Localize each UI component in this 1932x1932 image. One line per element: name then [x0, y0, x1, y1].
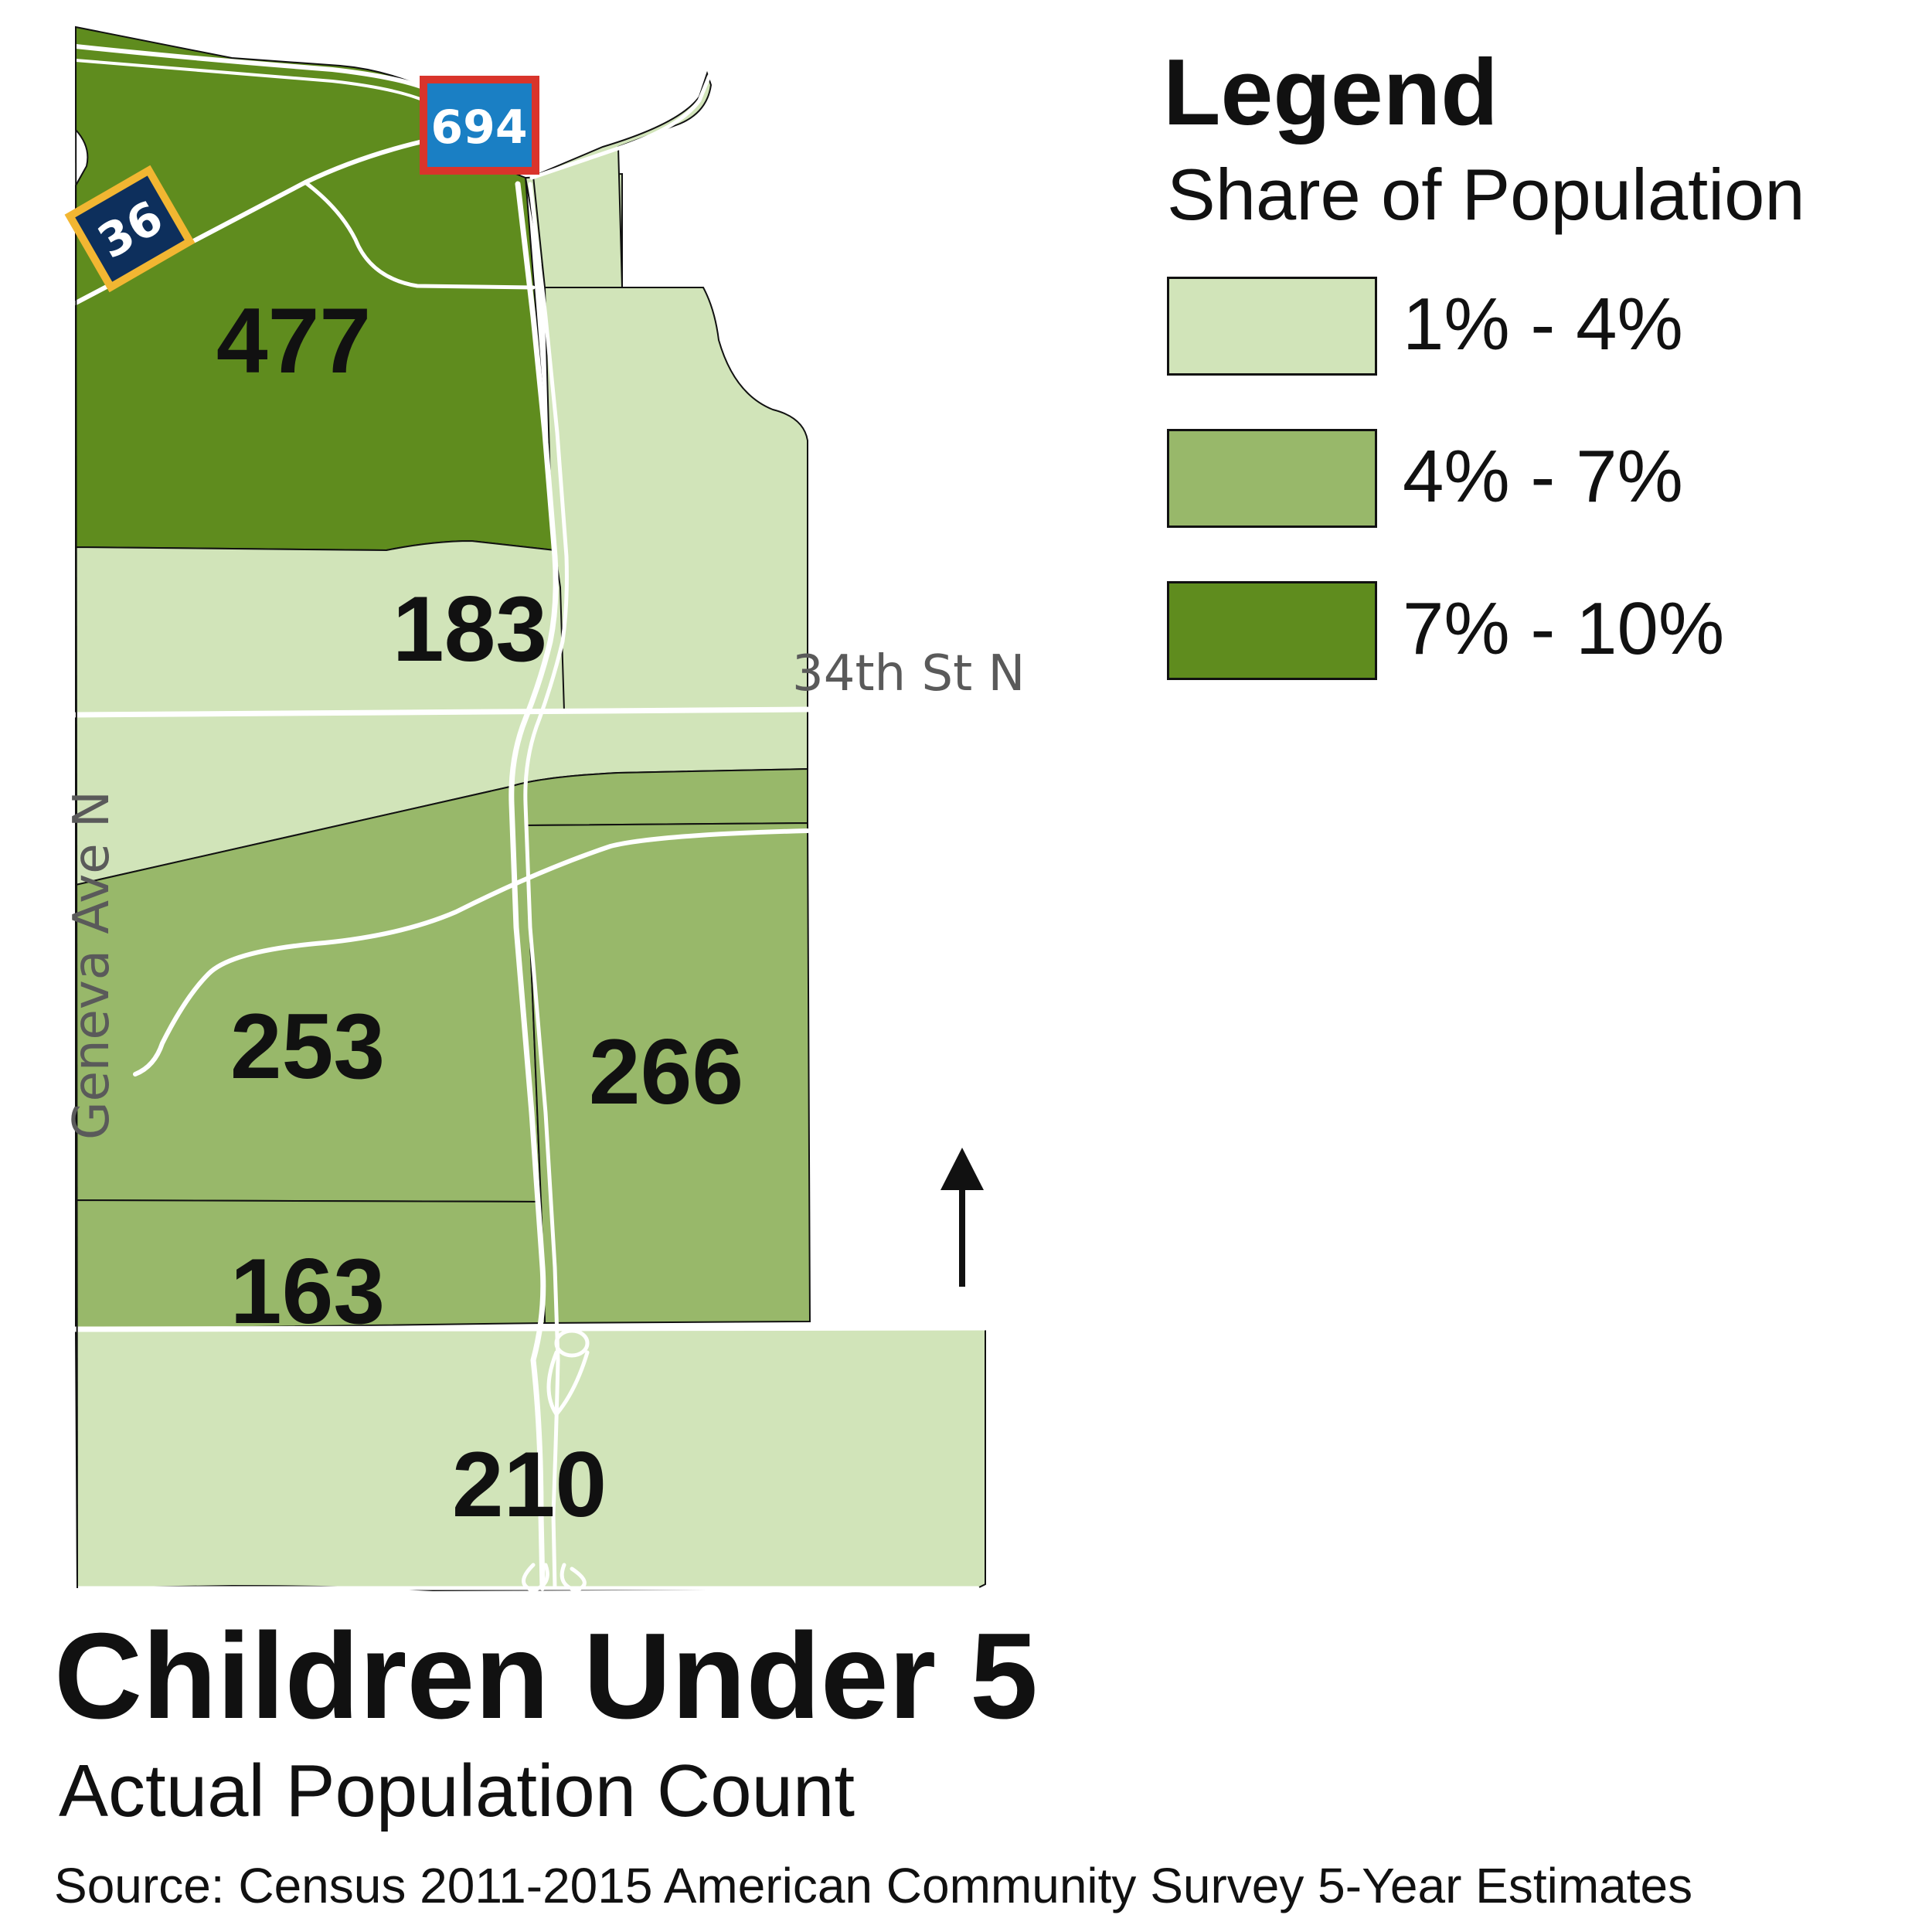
- map-subtitle: Actual Population Count: [59, 1750, 855, 1832]
- street-label-geneva-ave-n: Geneva Ave N: [63, 791, 121, 1140]
- tract-label-163: 163: [230, 1240, 385, 1343]
- tract-label-477: 477: [216, 289, 371, 393]
- interstate-694-road: [509, 181, 559, 1591]
- interstate-694-label: 694: [430, 100, 527, 155]
- map-title: Children Under 5: [54, 1608, 1038, 1744]
- tract-label-253: 253: [230, 995, 385, 1098]
- north-arrow-icon: [940, 1148, 984, 1287]
- legend-swatch-1-4: [1167, 277, 1377, 376]
- street-label-34th-st-n: 34th St N: [792, 645, 1025, 702]
- highway-36-shield: 36: [64, 165, 196, 293]
- legend-swatch-4-7: [1167, 429, 1377, 528]
- tract-266-area: [524, 821, 811, 1325]
- legend-label-4-7: 4% - 7%: [1403, 435, 1683, 518]
- tract-label-210: 210: [452, 1433, 607, 1536]
- source-note: Source: Census 2011-2015 American Commun…: [54, 1858, 1693, 1913]
- legend-title: Legend: [1163, 39, 1498, 145]
- tract-northeast-area: [524, 172, 808, 712]
- legend-item: 1% - 4%: [1167, 277, 1909, 377]
- tract-label-183: 183: [393, 577, 547, 681]
- southern-road: [73, 1325, 988, 1332]
- legend-subtitle: Share of Population: [1167, 154, 1805, 235]
- tract-163-area: [75, 1199, 546, 1331]
- tract-label-266: 266: [589, 1020, 743, 1124]
- legend-label-7-10: 7% - 10%: [1403, 587, 1725, 670]
- legend-item: 7% - 10%: [1167, 581, 1909, 682]
- legend-label-1-4: 1% - 4%: [1403, 283, 1683, 366]
- legend-item: 4% - 7%: [1167, 429, 1909, 529]
- interstate-694-shield: 694: [420, 76, 539, 175]
- 34th-st-n-road: [73, 706, 811, 718]
- legend-swatch-7-10: [1167, 581, 1377, 680]
- tract-183-area: [75, 539, 566, 716]
